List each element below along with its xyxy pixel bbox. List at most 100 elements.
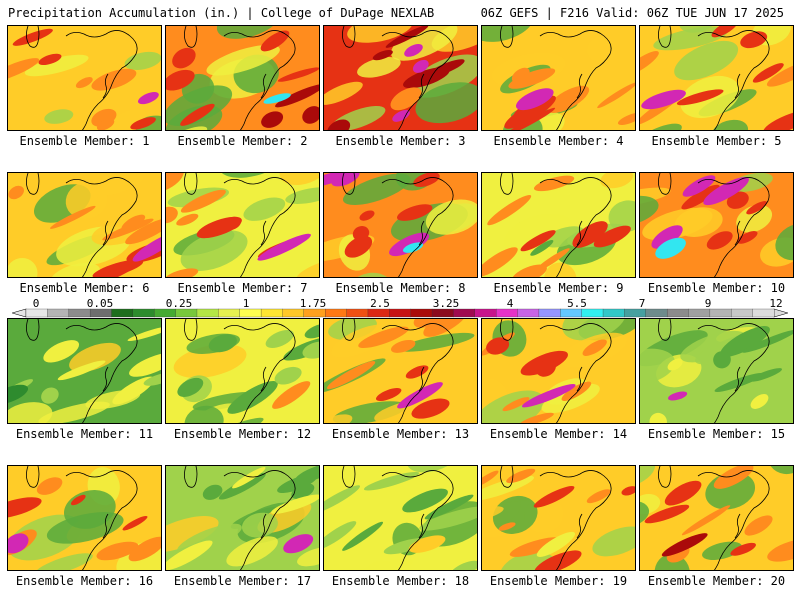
ensemble-map-panel — [165, 25, 320, 131]
precip-contour-area — [410, 54, 477, 98]
precip-contour-area — [593, 225, 631, 248]
precip-contour-area — [137, 92, 159, 105]
precip-contour-area — [621, 486, 635, 496]
colorbar-tick-label: 1.75 — [300, 298, 327, 310]
colorbar-swatch — [154, 308, 176, 318]
precip-contour-area — [344, 235, 373, 258]
ensemble-member-label: Ensemble Member: 6 — [19, 281, 150, 295]
precip-contour-area — [96, 541, 139, 561]
precip-contour-area — [640, 348, 676, 385]
ensemble-map-panel — [639, 465, 794, 571]
colorbar-tick-label: 0.05 — [87, 298, 114, 310]
lake-outline — [658, 319, 672, 341]
map-title: Precipitation Accumulation (in.) | Colle… — [8, 6, 435, 20]
colorbar-swatch — [367, 308, 390, 318]
precip-contour-area — [487, 194, 532, 226]
precip-contour-area — [347, 26, 413, 43]
precip-contour-area — [582, 339, 607, 356]
ensemble-map-panel — [7, 318, 162, 424]
precip-contour-area — [8, 332, 19, 365]
precip-contour-area — [597, 82, 635, 109]
precip-contour-area — [640, 195, 659, 229]
precip-contour-area — [676, 89, 724, 106]
precip-contour-area — [661, 533, 708, 557]
lake-outline — [658, 466, 672, 488]
coastline — [697, 323, 770, 423]
precip-contour-area — [562, 319, 627, 341]
precip-contour-area — [44, 109, 74, 124]
coastline — [223, 323, 296, 423]
precip-contour-area — [397, 382, 443, 409]
precip-contour-area — [504, 107, 556, 130]
ensemble-map-panel — [165, 465, 320, 571]
precip-contour-area — [263, 93, 291, 104]
precip-contour-area — [8, 402, 53, 423]
lake-outline — [342, 173, 356, 195]
colorbar-swatch — [89, 308, 112, 318]
coastline — [697, 470, 770, 570]
precip-contour-area — [600, 173, 633, 189]
coastline — [539, 470, 612, 570]
colorbar-tick-label: 7 — [639, 298, 646, 310]
ensemble-map-panel — [639, 25, 794, 131]
precip-contour-area — [744, 515, 773, 536]
lake-outline — [658, 173, 672, 195]
lake-outline — [26, 26, 40, 48]
colorbar-swatch — [517, 308, 540, 318]
coastline — [223, 470, 296, 570]
precip-contour-area — [640, 51, 659, 76]
precip-contour-area — [130, 117, 156, 130]
precip-contour-area — [272, 381, 311, 409]
colorbar-max-arrow — [773, 308, 788, 318]
precip-contour-area — [279, 173, 319, 186]
precip-contour-area — [736, 204, 773, 233]
precip-contour-area — [674, 207, 723, 237]
ensemble-member-label: Ensemble Member: 7 — [177, 281, 308, 295]
lake-outline — [184, 319, 198, 341]
coastline — [381, 177, 454, 277]
precip-contour-area — [36, 477, 63, 495]
ensemble-member-label: Ensemble Member: 17 — [173, 574, 312, 588]
precip-contour-area — [390, 87, 422, 111]
ensemble-map-panel — [481, 25, 636, 131]
coastline — [697, 177, 770, 277]
precip-contour-area — [180, 103, 215, 126]
colorbar-swatch — [688, 308, 711, 318]
precip-contour-area — [38, 401, 110, 423]
precip-contour-area — [411, 398, 450, 419]
colorbar-tick-label: 1 — [243, 298, 250, 310]
precip-contour-area — [358, 326, 409, 349]
precip-contour-area — [337, 558, 413, 570]
precip-contour-area — [390, 339, 416, 353]
colorbar-swatch — [260, 308, 283, 318]
precip-contour-area — [592, 526, 635, 557]
ensemble-map-panel — [7, 25, 162, 131]
precip-contour-area — [674, 40, 739, 81]
ensemble-member-label: Ensemble Member: 9 — [493, 281, 624, 295]
precip-contour-area — [291, 483, 315, 500]
colorbar-swatch — [560, 308, 583, 318]
precip-contour-area — [265, 330, 294, 348]
precip-contour-area — [8, 58, 40, 83]
precip-contour-area — [166, 540, 213, 570]
colorbar-tick-label: 2.5 — [370, 298, 390, 310]
precip-contour-area — [342, 521, 384, 551]
colorbar-swatch — [474, 308, 497, 318]
colorbar-swatch — [731, 308, 753, 318]
ensemble-member-label: Ensemble Member: 8 — [335, 281, 466, 295]
precip-contour-area — [425, 199, 477, 235]
colorbar-tick-label: 0.25 — [166, 298, 193, 310]
lake-outline — [184, 466, 198, 488]
colorbar-swatch — [666, 308, 689, 318]
coastline — [65, 177, 138, 277]
coastline — [381, 470, 454, 570]
coastline — [381, 323, 454, 423]
colorbar-min-arrow — [12, 308, 27, 318]
precip-contour-area — [274, 366, 302, 385]
precip-contour-area — [521, 384, 576, 408]
precip-contour-area — [232, 467, 266, 489]
colorbar-swatch — [303, 308, 326, 318]
ensemble-map-panel — [639, 318, 794, 424]
lake-outline — [500, 319, 514, 341]
colorbar-swatch — [47, 308, 70, 318]
